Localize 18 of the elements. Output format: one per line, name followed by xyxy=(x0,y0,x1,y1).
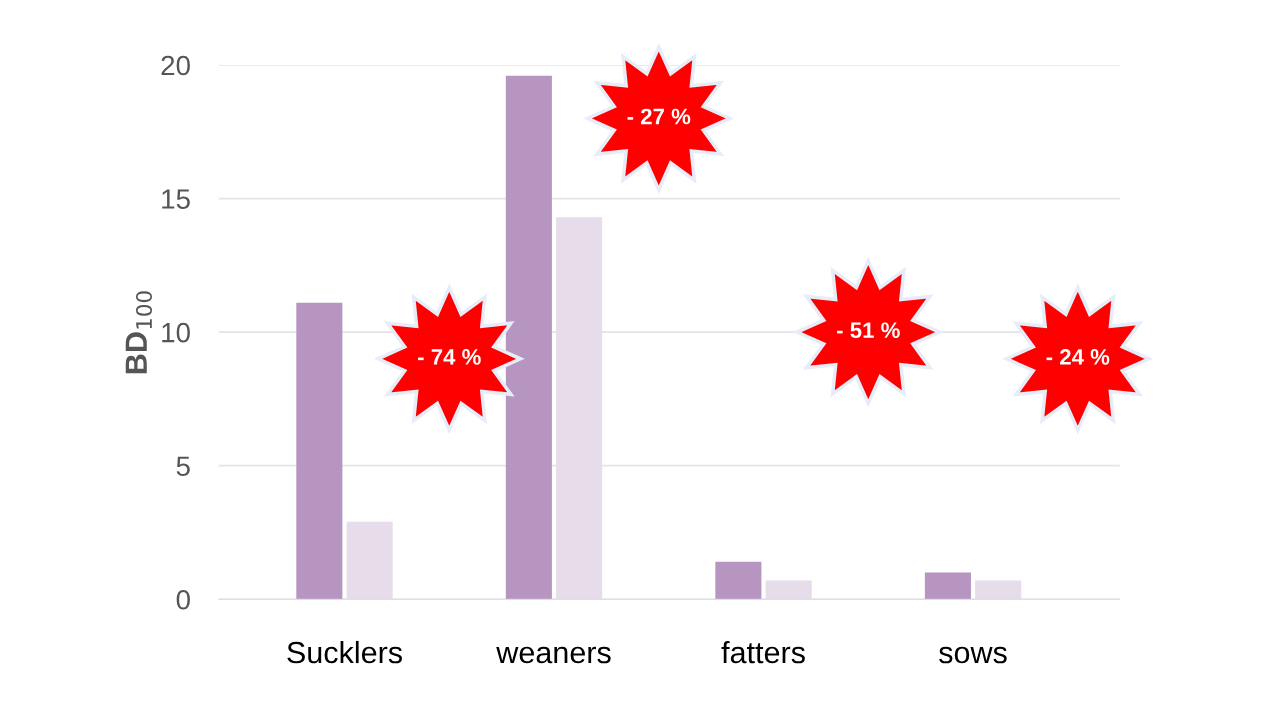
y-tick-label: 15 xyxy=(162,189,190,209)
y-tick-label: 10 xyxy=(162,322,190,343)
annotation: - 27 % xyxy=(627,108,691,125)
annotation: - 51 % xyxy=(837,322,900,339)
annotation: - 24 % xyxy=(1046,349,1110,365)
x-tick-label: sows xyxy=(939,646,1007,664)
y-tick-label: 0 xyxy=(176,589,190,610)
y-tick-label: 20 xyxy=(161,55,190,76)
bar xyxy=(505,75,552,600)
bar xyxy=(715,561,762,600)
y-tick-label: 5 xyxy=(176,456,190,477)
x-tick-label: Sucklers xyxy=(287,640,402,664)
x-tick-label: fatters xyxy=(721,640,805,664)
x-tick-label: weaners xyxy=(496,646,611,664)
y-axis-title: BD$_{100}$ xyxy=(125,291,153,374)
bar xyxy=(924,572,971,600)
annotation: - 74 % xyxy=(418,349,481,365)
bar xyxy=(296,302,343,600)
